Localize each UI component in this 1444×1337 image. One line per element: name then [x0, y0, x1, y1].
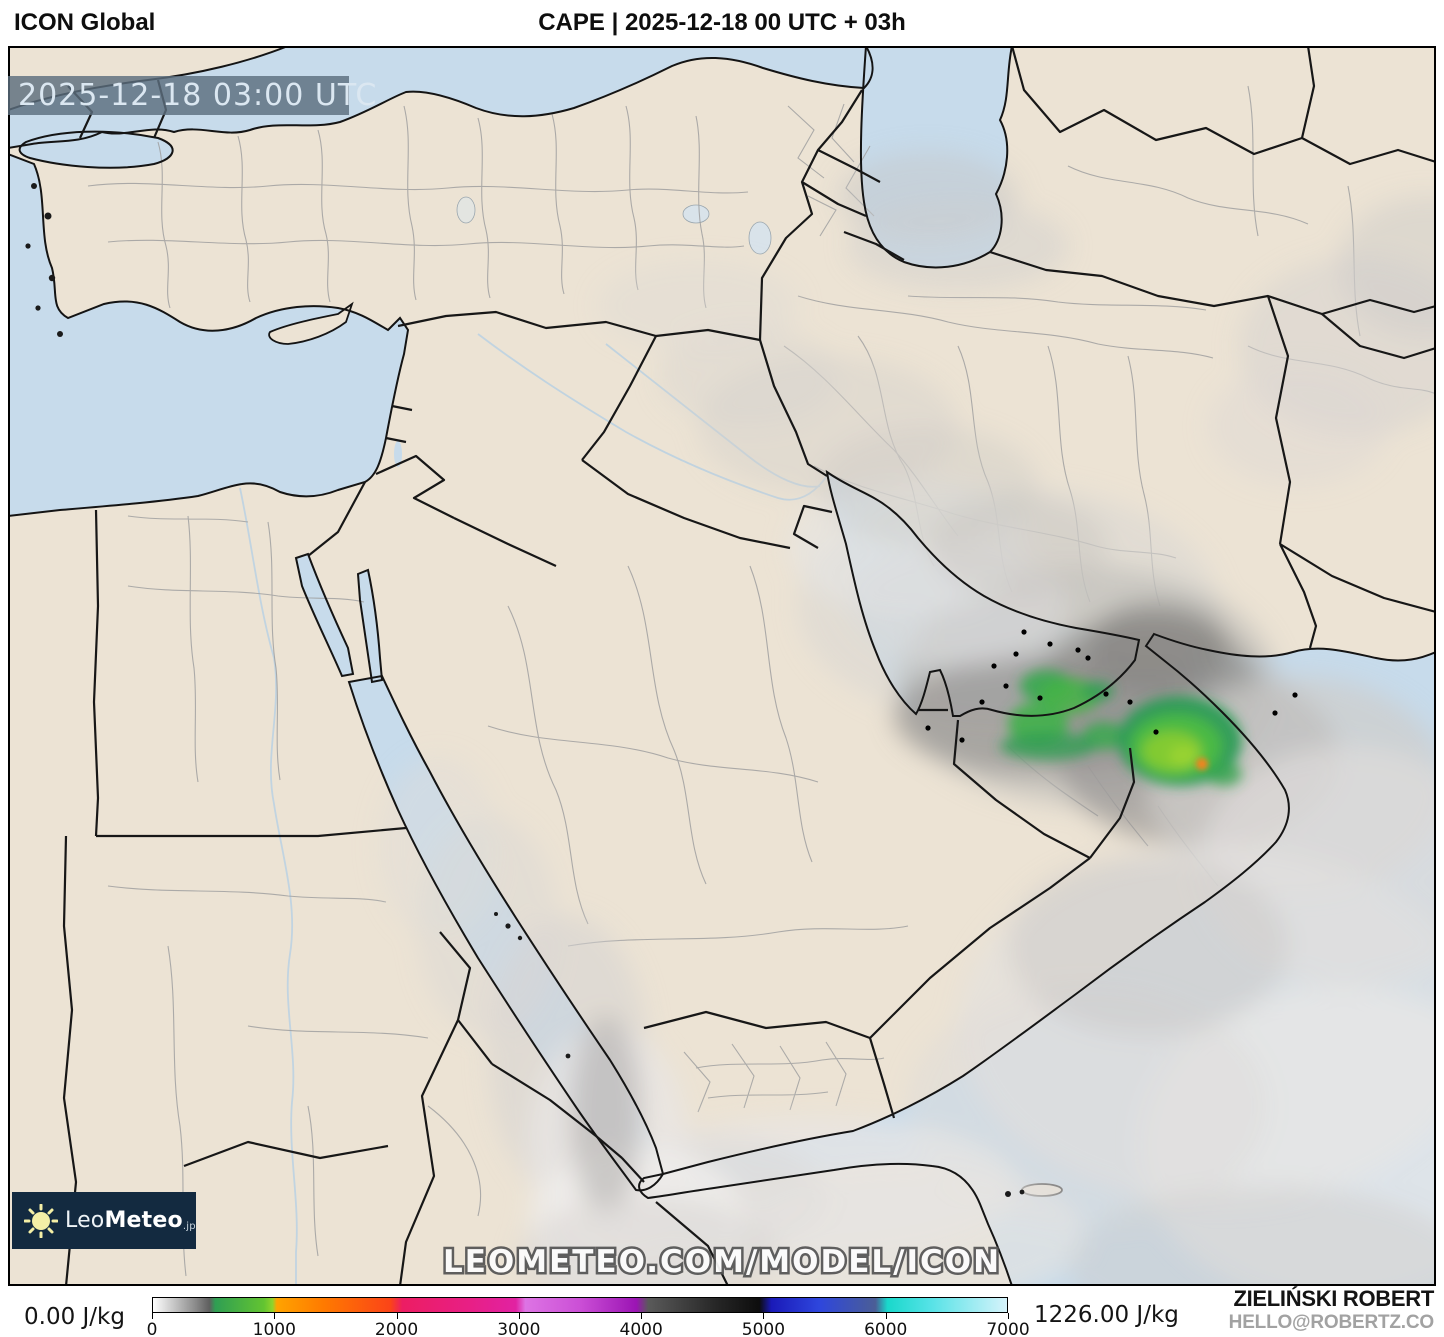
colorbar-tick: [518, 1313, 520, 1319]
colorbar-tick: [152, 1313, 153, 1319]
colorbar-tick-label: 6000: [864, 1320, 908, 1337]
middle-east-map: [8, 46, 1436, 1286]
leometeo-logo: LeoMeteo.jp: [12, 1192, 196, 1249]
logo-text: LeoMeteo.jp: [65, 1208, 196, 1233]
attribution-name: ZIELIŃSKI ROBERT: [1233, 1286, 1434, 1311]
colorbar-tick-label: 1000: [252, 1320, 296, 1337]
legend-bar: 0.00 J/kg 0 1000 2000 3000 4000 5000 6000 7000 …: [0, 1286, 1444, 1337]
colorbar-tick-label: 2000: [374, 1320, 419, 1337]
colorbar-tick: [274, 1313, 276, 1319]
small-islands: [25, 183, 1025, 1197]
timestamp-overlay: 2025-12-18 03:00 UTC: [8, 76, 376, 115]
attribution: ZIELIŃSKI ROBERT HELLO@ROBERTZ.CO: [1228, 1286, 1435, 1334]
colorbar-tick-label: 4000: [619, 1320, 663, 1337]
colorbar-tick-label: 0: [146, 1320, 158, 1337]
colorbar-tick: [1008, 1313, 1009, 1319]
sea-areas: [8, 46, 1436, 1286]
min-value-label: 0.00 J/kg: [24, 1304, 125, 1330]
cape-max-marker: [1196, 758, 1208, 770]
colorbar-tick-label: 7000: [986, 1320, 1030, 1337]
colorbar: [152, 1297, 1008, 1313]
colorbar-tick: [641, 1313, 643, 1319]
colorbar-ticks: 0 1000 2000 3000 4000 5000 6000 7000: [147, 1313, 1030, 1337]
colorbar-tick-label: 5000: [741, 1320, 786, 1337]
lakes: [456, 196, 772, 255]
page-title: CAPE | 2025-12-18 00 UTC + 03h: [538, 9, 906, 36]
colorbar-tick: [396, 1313, 398, 1319]
colorbar-tick: [763, 1313, 765, 1319]
attribution-contact: HELLO@ROBERTZ.CO: [1228, 1312, 1435, 1333]
header-bar: ICON Global CAPE | 2025-12-18 00 UTC + 0…: [0, 0, 1444, 46]
map-frame: [8, 46, 1436, 1286]
city-dots: [925, 629, 1298, 743]
max-value-label: 1226.00 J/kg: [1034, 1302, 1179, 1328]
sun-icon: [24, 1203, 58, 1238]
map-canvas: 2025-12-18 03:00 UTC LEOMETEO.COM/MODEL/…: [8, 46, 1436, 1286]
watermark: LEOMETEO.COM/MODEL/ICON: [443, 1244, 1001, 1280]
model-label: ICON Global: [14, 9, 156, 36]
colorbar-tick-label: 3000: [497, 1320, 541, 1337]
colorbar-tick: [885, 1313, 887, 1319]
